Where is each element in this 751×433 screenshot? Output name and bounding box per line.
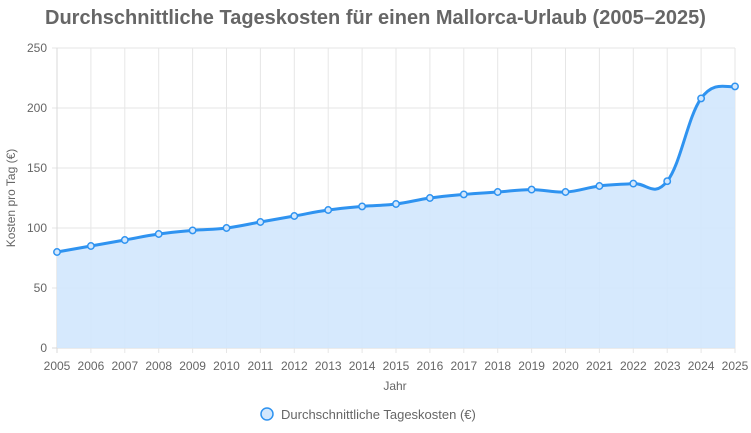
point-layer: [53, 82, 739, 256]
data-point-2018[interactable]: [493, 188, 502, 196]
x-tick-label: 2022: [620, 359, 647, 373]
data-point-2012[interactable]: [290, 212, 299, 220]
data-point-2017[interactable]: [459, 190, 468, 199]
x-tick-label: 2018: [484, 359, 511, 373]
x-tick-label: 2011: [247, 359, 273, 373]
data-point-2020[interactable]: [561, 188, 570, 196]
data-point-2013[interactable]: [324, 206, 333, 214]
x-axis-ticks: 2005 2006 2007 2008 2009 2010 2011 2012 2013 2014…: [44, 359, 749, 373]
area-layer: [57, 86, 735, 348]
x-tick-label: 2016: [417, 359, 444, 373]
x-tick-label: 2020: [552, 359, 579, 373]
series-area: [57, 86, 735, 348]
y-axis-ticks: 0 50 100 150 200 250: [27, 41, 47, 355]
legend[interactable]: Durchschnittliche Tageskosten (€): [260, 407, 476, 422]
x-tick-label: 2019: [518, 359, 545, 373]
x-tick-label: 2012: [281, 359, 308, 373]
x-tick-label: 2010: [213, 359, 240, 373]
y-tick-label: 200: [27, 101, 47, 115]
chart-title: Durchschnittliche Tageskosten für einen …: [45, 7, 706, 29]
y-axis-label: Kosten pro Tag (€): [4, 149, 18, 248]
data-point-2014[interactable]: [358, 202, 367, 211]
data-point-2015[interactable]: [392, 200, 400, 208]
y-tick-label: 0: [40, 341, 47, 355]
x-tick-label: 2023: [654, 359, 681, 373]
x-tick-label: 2013: [315, 359, 342, 373]
data-point-2005[interactable]: [53, 248, 61, 256]
y-tick-label: 50: [34, 281, 48, 295]
legend-label: Durchschnittliche Tageskosten (€): [281, 407, 476, 422]
data-point-2021[interactable]: [595, 182, 604, 190]
data-point-2024[interactable]: [697, 94, 706, 103]
data-point-2009[interactable]: [188, 226, 197, 235]
data-point-2008[interactable]: [154, 230, 163, 238]
x-tick-label: 2005: [44, 359, 71, 373]
x-tick-label: 2015: [383, 359, 410, 373]
x-axis-label: Jahr: [383, 379, 406, 393]
x-tick-label: 2017: [450, 359, 477, 373]
y-tick-label: 250: [27, 41, 47, 55]
data-point-2022[interactable]: [629, 179, 638, 188]
data-point-2016[interactable]: [425, 194, 434, 202]
data-point-2010[interactable]: [222, 224, 231, 232]
data-point-2007[interactable]: [120, 236, 129, 244]
x-tick-label: 2024: [688, 359, 715, 373]
data-point-2023[interactable]: [663, 177, 672, 186]
x-tick-label: 2007: [111, 359, 138, 373]
data-point-2011[interactable]: [256, 218, 265, 226]
x-tick-label: 2009: [179, 359, 206, 373]
data-point-2019[interactable]: [527, 185, 536, 194]
x-tick-label: 2006: [78, 359, 105, 373]
legend-marker: [260, 407, 274, 421]
x-tick-label: 2021: [586, 359, 613, 373]
x-tick-label: 2014: [349, 359, 376, 373]
data-point-2006[interactable]: [86, 242, 95, 250]
y-tick-label: 150: [27, 161, 47, 175]
data-point-2025[interactable]: [731, 82, 739, 91]
x-tick-label: 2008: [145, 359, 172, 373]
x-tick-label: 2025: [722, 359, 749, 373]
y-tick-label: 100: [27, 221, 47, 235]
